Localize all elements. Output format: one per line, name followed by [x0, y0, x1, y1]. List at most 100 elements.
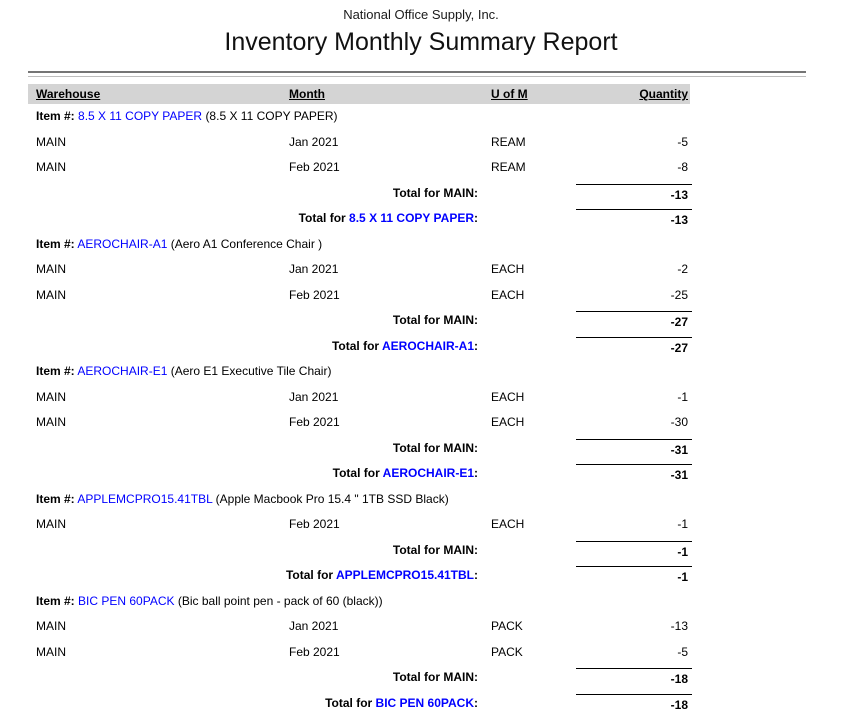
cell-warehouse: MAIN	[36, 160, 66, 174]
colon: :	[474, 466, 478, 480]
item-number-label: Item #:	[36, 236, 75, 251]
item-total-row: Total for AEROCHAIR-E1: -31	[28, 461, 692, 487]
cell-warehouse: MAIN	[36, 287, 66, 302]
report-title: Inventory Monthly Summary Report	[224, 28, 618, 56]
colon: :	[474, 211, 478, 225]
item-code-link[interactable]: AEROCHAIR-A1	[77, 236, 168, 251]
cell-uom: PACK	[491, 644, 523, 659]
table-row: MAIN Jan 2021 EACH -1	[28, 385, 690, 411]
total-for-label: Total for	[325, 695, 376, 710]
item-total-value: -13	[576, 209, 692, 231]
cell-warehouse: MAIN	[36, 389, 66, 404]
item-code-link[interactable]: 8.5 X 11 COPY PAPER	[78, 109, 203, 123]
cell-month: Feb 2021	[289, 287, 340, 302]
item-description: (8.5 X 11 COPY PAPER)	[205, 109, 338, 123]
item-total-row: Total for AEROCHAIR-A1: -27	[28, 334, 692, 360]
cell-uom: EACH	[491, 415, 525, 429]
cell-warehouse: MAIN	[36, 619, 66, 633]
table-row: MAIN Feb 2021 EACH -1	[28, 512, 690, 538]
cell-warehouse: MAIN	[36, 134, 66, 149]
cell-warehouse: MAIN	[36, 644, 66, 659]
item-header: Item #: BIC PEN 60PACK (Bic ball point p…	[28, 589, 690, 615]
item-total-value: -1	[576, 566, 692, 588]
item-code-link[interactable]: BIC PEN 60PACK	[375, 695, 474, 710]
warehouse-total-label: Total for MAIN:	[392, 185, 478, 200]
item-total-label: Total for AEROCHAIR-A1:	[28, 334, 478, 360]
warehouse-total-label: Total for MAIN:	[392, 670, 478, 684]
item-description: (Aero E1 Executive Tile Chair)	[170, 364, 332, 378]
cell-warehouse: MAIN	[36, 517, 66, 531]
item-code-link[interactable]: BIC PEN 60PACK	[78, 593, 175, 608]
item-total-row: Total for APPLEMCPRO15.41TBL: -1	[28, 563, 692, 589]
item-description: (Apple Macbook Pro 15.4 " 1TB SSD Black)	[215, 491, 449, 506]
colon: :	[474, 338, 478, 353]
cell-quantity: -1	[677, 389, 688, 404]
warehouse-total-label: Total for MAIN:	[392, 440, 478, 455]
item-number-label: Item #:	[36, 364, 75, 378]
column-header-warehouse: Warehouse	[36, 87, 101, 101]
item-total-label: Total for AEROCHAIR-E1:	[28, 461, 478, 487]
table-header-row: Warehouse Month U of M Quantity	[28, 84, 690, 104]
table-row: MAIN Jan 2021 REAM -5	[28, 130, 690, 156]
item-total-value: -27	[576, 336, 692, 359]
item-code-link[interactable]: AEROCHAIR-E1	[77, 364, 168, 378]
cell-uom: EACH	[491, 389, 525, 404]
table-row: MAIN Feb 2021 REAM -8	[28, 155, 690, 181]
cell-month: Feb 2021	[289, 644, 340, 659]
warehouse-total-row: Total for MAIN: -18	[28, 665, 692, 691]
cell-uom: EACH	[491, 287, 525, 302]
item-description: (Aero A1 Conference Chair )	[170, 236, 323, 251]
warehouse-total-label: Total for MAIN:	[392, 313, 478, 327]
table-row: MAIN Feb 2021 EACH -25	[28, 283, 690, 309]
cell-quantity: -2	[677, 262, 688, 276]
cell-warehouse: MAIN	[36, 262, 66, 276]
cell-uom: EACH	[491, 517, 525, 531]
item-number-label: Item #:	[36, 109, 75, 123]
cell-uom: REAM	[491, 160, 526, 174]
warehouse-total-row: Total for MAIN: -1	[28, 538, 692, 564]
item-code-link[interactable]: AEROCHAIR-E1	[382, 466, 474, 480]
warehouse-total-label: Total for MAIN:	[392, 542, 478, 557]
cell-month: Feb 2021	[289, 517, 340, 531]
colon: :	[474, 568, 478, 582]
item-number-label: Item #:	[36, 491, 75, 506]
table-row: MAIN Jan 2021 EACH -2	[28, 257, 690, 283]
cell-uom: PACK	[491, 619, 523, 633]
colon: :	[474, 695, 478, 710]
item-header: Item #: 8.5 X 11 COPY PAPER (8.5 X 11 CO…	[28, 104, 690, 130]
cell-uom: REAM	[491, 134, 526, 149]
item-code-link[interactable]: AEROCHAIR-A1	[381, 338, 474, 353]
item-total-value: -18	[576, 693, 692, 716]
cell-quantity: -5	[677, 134, 688, 149]
item-code-link[interactable]: APPLEMCPRO15.41TBL	[77, 491, 213, 506]
warehouse-total-row: Total for MAIN: -13	[28, 181, 692, 207]
item-header: Item #: APPLEMCPRO15.41TBL (Apple Macboo…	[28, 487, 690, 513]
item-total-label: Total for APPLEMCPRO15.41TBL:	[28, 563, 478, 589]
cell-uom: EACH	[491, 262, 525, 276]
item-total-label: Total for BIC PEN 60PACK:	[28, 691, 478, 717]
item-code-link[interactable]: APPLEMCPRO15.41TBL	[335, 568, 474, 582]
cell-quantity: -8	[677, 160, 688, 174]
column-header-uom: U of M	[491, 87, 528, 101]
cell-month: Feb 2021	[289, 160, 340, 174]
report-body: Item #: 8.5 X 11 COPY PAPER (8.5 X 11 CO…	[28, 104, 692, 717]
item-code-link[interactable]: 8.5 X 11 COPY PAPER	[349, 211, 474, 225]
warehouse-total-value: -13	[576, 183, 692, 206]
title-divider	[28, 71, 806, 77]
total-for-label: Total for	[332, 466, 383, 480]
cell-quantity: -30	[670, 415, 688, 429]
company-name: National Office Supply, Inc.	[343, 7, 499, 22]
table-row: MAIN Jan 2021 PACK -13	[28, 614, 690, 640]
cell-month: Jan 2021	[289, 389, 339, 404]
total-for-label: Total for	[285, 568, 336, 582]
item-header: Item #: AEROCHAIR-E1 (Aero E1 Executive …	[28, 359, 690, 385]
total-for-label: Total for	[331, 338, 382, 353]
cell-quantity: -13	[670, 619, 688, 633]
table-row: MAIN Feb 2021 PACK -5	[28, 640, 690, 666]
item-total-row: Total for BIC PEN 60PACK: -18	[28, 691, 692, 717]
item-number-label: Item #:	[36, 593, 75, 608]
warehouse-total-value: -31	[576, 438, 692, 461]
warehouse-total-value: -1	[576, 540, 692, 563]
total-for-label: Total for	[298, 211, 350, 225]
